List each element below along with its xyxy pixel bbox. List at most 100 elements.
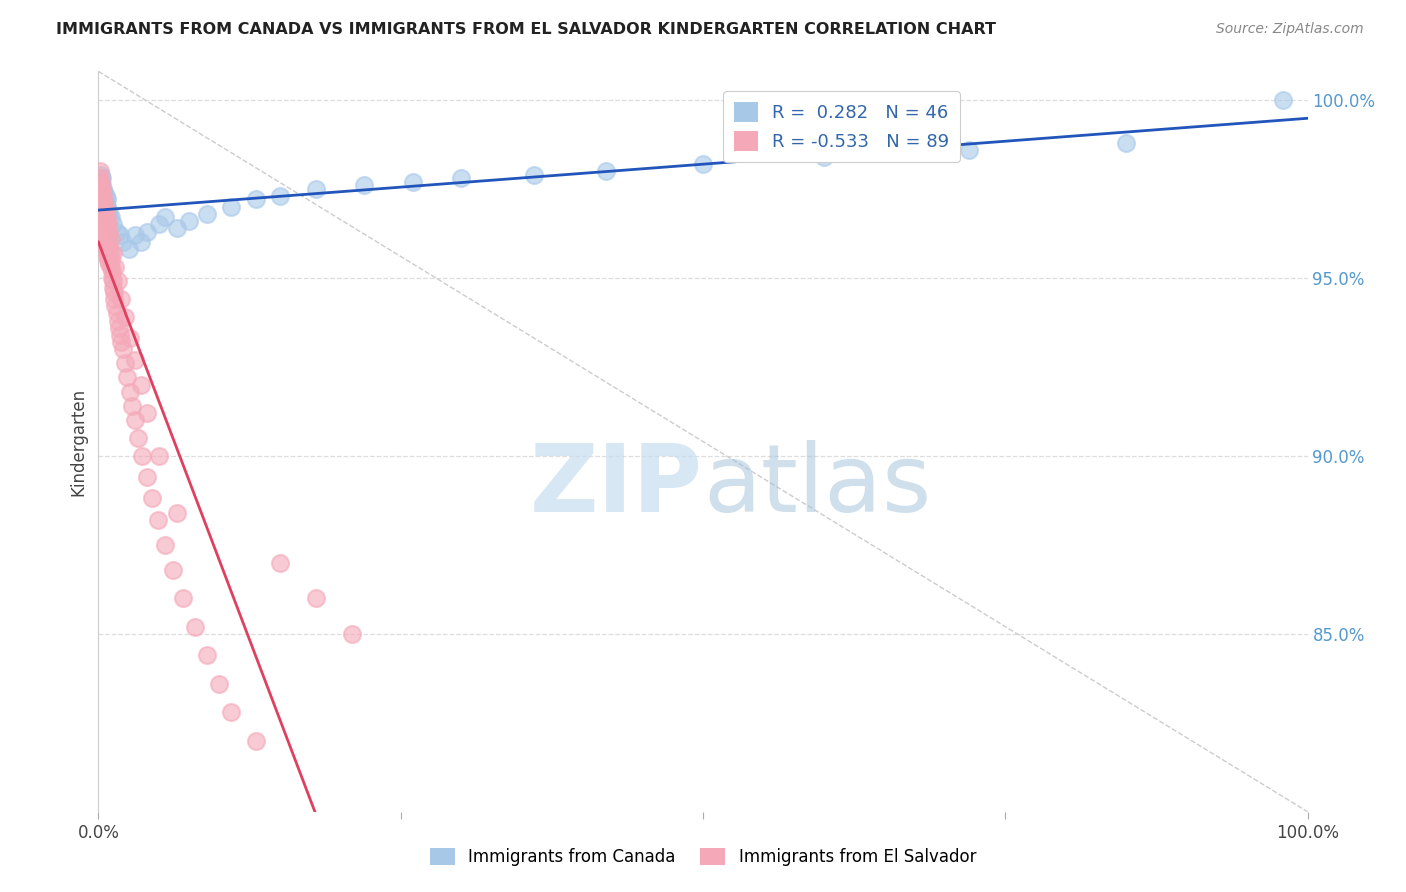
Point [450, 171, 472, 186]
Point [105, 225, 128, 239]
Point [135, 225, 157, 239]
Point [124, 352, 146, 367]
Point [90, 175, 112, 189]
Point [166, 221, 188, 235]
Point [89, 178, 111, 193]
Point [93, 193, 115, 207]
Point [153, 211, 176, 225]
Point [93, 228, 115, 243]
Point [221, 200, 243, 214]
Point [103, 285, 125, 299]
Point [96, 200, 118, 214]
Text: ZIP: ZIP [530, 440, 703, 532]
Point [96, 211, 118, 225]
Point [118, 243, 141, 257]
Y-axis label: Kindergarten: Kindergarten [69, 387, 87, 496]
Point [305, 591, 328, 606]
Point [91, 182, 114, 196]
Point [90, 182, 112, 196]
Point [103, 292, 125, 306]
Point [269, 189, 291, 203]
Point [595, 164, 617, 178]
Point [97, 239, 120, 253]
Point [221, 705, 243, 719]
Point [98, 250, 121, 264]
Point [100, 270, 122, 285]
Point [523, 168, 546, 182]
Point [98, 207, 121, 221]
Point [96, 235, 118, 250]
Point [107, 313, 129, 327]
Point [153, 538, 176, 552]
Point [135, 406, 157, 420]
Point [101, 281, 124, 295]
Point [172, 591, 194, 606]
Point [100, 252, 122, 267]
Point [89, 171, 111, 186]
Point [121, 399, 143, 413]
Point [184, 620, 207, 634]
Point [91, 186, 114, 200]
Point [91, 189, 114, 203]
Legend: Immigrants from Canada, Immigrants from El Salvador: Immigrants from Canada, Immigrants from … [423, 841, 983, 873]
Point [90, 189, 112, 203]
Point [93, 186, 115, 200]
Point [97, 203, 120, 218]
Point [91, 218, 114, 232]
Point [124, 413, 146, 427]
Point [90, 196, 112, 211]
Point [104, 260, 127, 274]
Point [94, 189, 117, 203]
Point [118, 331, 141, 345]
Point [195, 207, 218, 221]
Point [114, 310, 136, 324]
Point [305, 182, 328, 196]
Point [94, 225, 117, 239]
Point [91, 171, 114, 186]
Point [107, 274, 129, 288]
Point [108, 327, 131, 342]
Point [93, 214, 115, 228]
Point [813, 150, 835, 164]
Point [245, 733, 267, 747]
Point [100, 263, 122, 277]
Point [110, 334, 132, 349]
Point [353, 178, 375, 193]
Point [97, 218, 120, 232]
Point [104, 299, 127, 313]
Point [91, 200, 114, 214]
Point [118, 384, 141, 399]
Point [96, 193, 118, 207]
Point [402, 175, 425, 189]
Point [94, 196, 117, 211]
Point [141, 491, 163, 506]
Point [162, 563, 184, 577]
Point [148, 218, 170, 232]
Point [91, 186, 114, 200]
Point [101, 274, 124, 288]
Point [93, 207, 115, 221]
Point [100, 260, 122, 274]
Point [342, 626, 364, 640]
Point [195, 648, 218, 662]
Point [90, 168, 112, 182]
Point [166, 506, 188, 520]
Point [98, 225, 121, 239]
Point [93, 221, 115, 235]
Point [269, 556, 291, 570]
Point [146, 513, 169, 527]
Point [100, 246, 122, 260]
Point [100, 211, 122, 225]
Point [90, 182, 112, 196]
Point [91, 203, 114, 218]
Point [245, 193, 267, 207]
Point [97, 246, 120, 260]
Point [101, 218, 124, 232]
Point [91, 196, 114, 211]
Legend: R =  0.282   N = 46, R = -0.533   N = 89: R = 0.282 N = 46, R = -0.533 N = 89 [723, 92, 960, 162]
Point [89, 164, 111, 178]
Point [90, 175, 112, 189]
Point [93, 196, 115, 211]
Point [110, 292, 132, 306]
Point [96, 243, 118, 257]
